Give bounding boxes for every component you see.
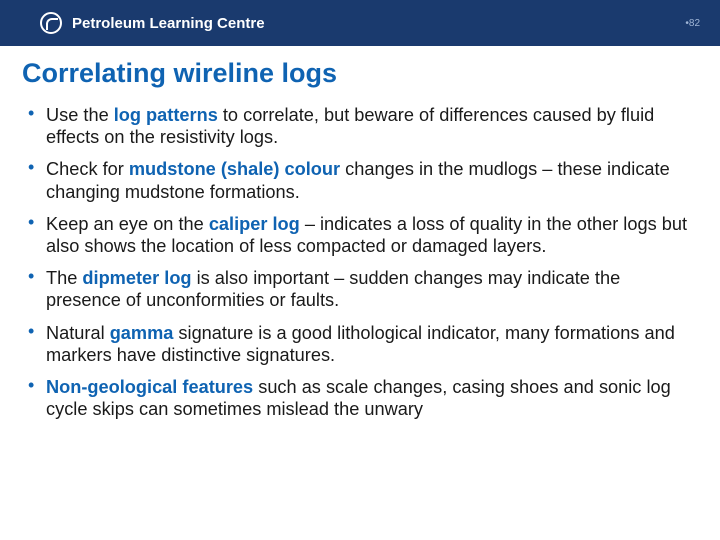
- brand-logo-icon: [40, 12, 62, 34]
- bullet-keyword: gamma: [110, 323, 174, 343]
- list-item: The dipmeter log is also important – sud…: [28, 262, 698, 316]
- list-item: Check for mudstone (shale) colour change…: [28, 153, 698, 207]
- bullet-pre: Keep an eye on the: [46, 214, 209, 234]
- brand-text: Petroleum Learning Centre: [72, 15, 265, 32]
- list-item: Non-geological features such as scale ch…: [28, 371, 698, 425]
- brand: Petroleum Learning Centre: [40, 12, 265, 34]
- bullet-keyword: mudstone (shale) colour: [129, 159, 340, 179]
- slide-title: Correlating wireline logs: [0, 46, 720, 99]
- page-number: •82: [685, 18, 700, 29]
- slide-header: Petroleum Learning Centre •82: [0, 0, 720, 46]
- bullet-list: Use the log patterns to correlate, but b…: [0, 99, 720, 425]
- bullet-keyword: Non-geological features: [46, 377, 253, 397]
- bullet-keyword: dipmeter log: [82, 268, 191, 288]
- bullet-pre: Natural: [46, 323, 110, 343]
- bullet-pre: The: [46, 268, 82, 288]
- bullet-keyword: log patterns: [114, 105, 218, 125]
- list-item: Use the log patterns to correlate, but b…: [28, 99, 698, 153]
- bullet-keyword: caliper log: [209, 214, 300, 234]
- list-item: Keep an eye on the caliper log – indicat…: [28, 208, 698, 262]
- list-item: Natural gamma signature is a good lithol…: [28, 317, 698, 371]
- bullet-pre: Use the: [46, 105, 114, 125]
- bullet-pre: Check for: [46, 159, 129, 179]
